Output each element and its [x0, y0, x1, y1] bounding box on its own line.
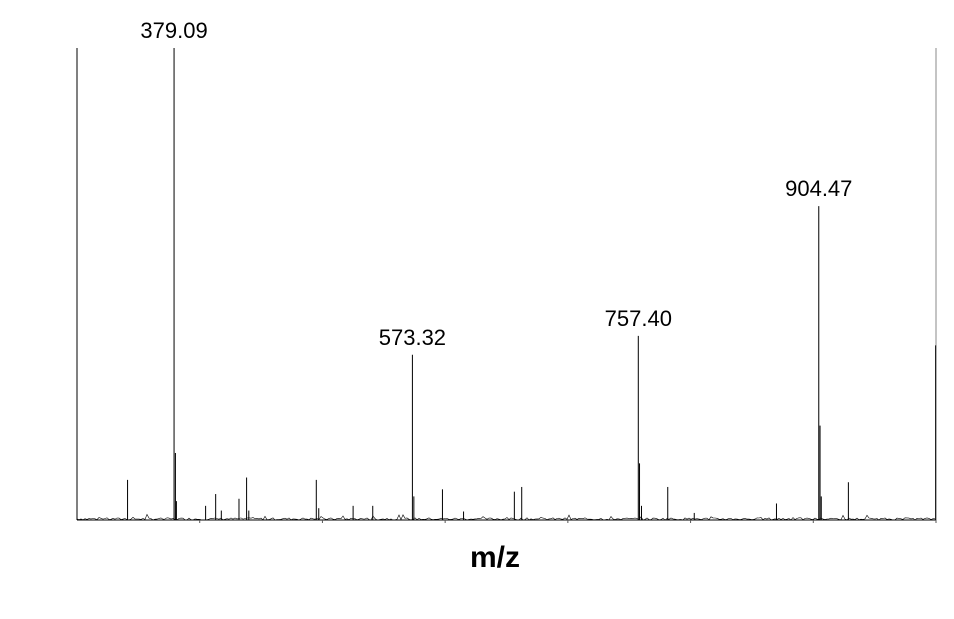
axes — [76, 48, 937, 523]
peak-label: 904.47 — [785, 176, 852, 201]
noise-trace — [76, 513, 936, 521]
peak-label: 379.09 — [140, 18, 207, 43]
peak-label: 573.32 — [379, 325, 446, 350]
peak-label: 757.40 — [605, 306, 672, 331]
peaks — [127, 48, 937, 520]
peak-labels: 379.09 573.32 757.40 904.47 — [140, 18, 852, 350]
baseline-noise — [76, 513, 936, 521]
x-axis-title: m/z — [470, 541, 520, 574]
